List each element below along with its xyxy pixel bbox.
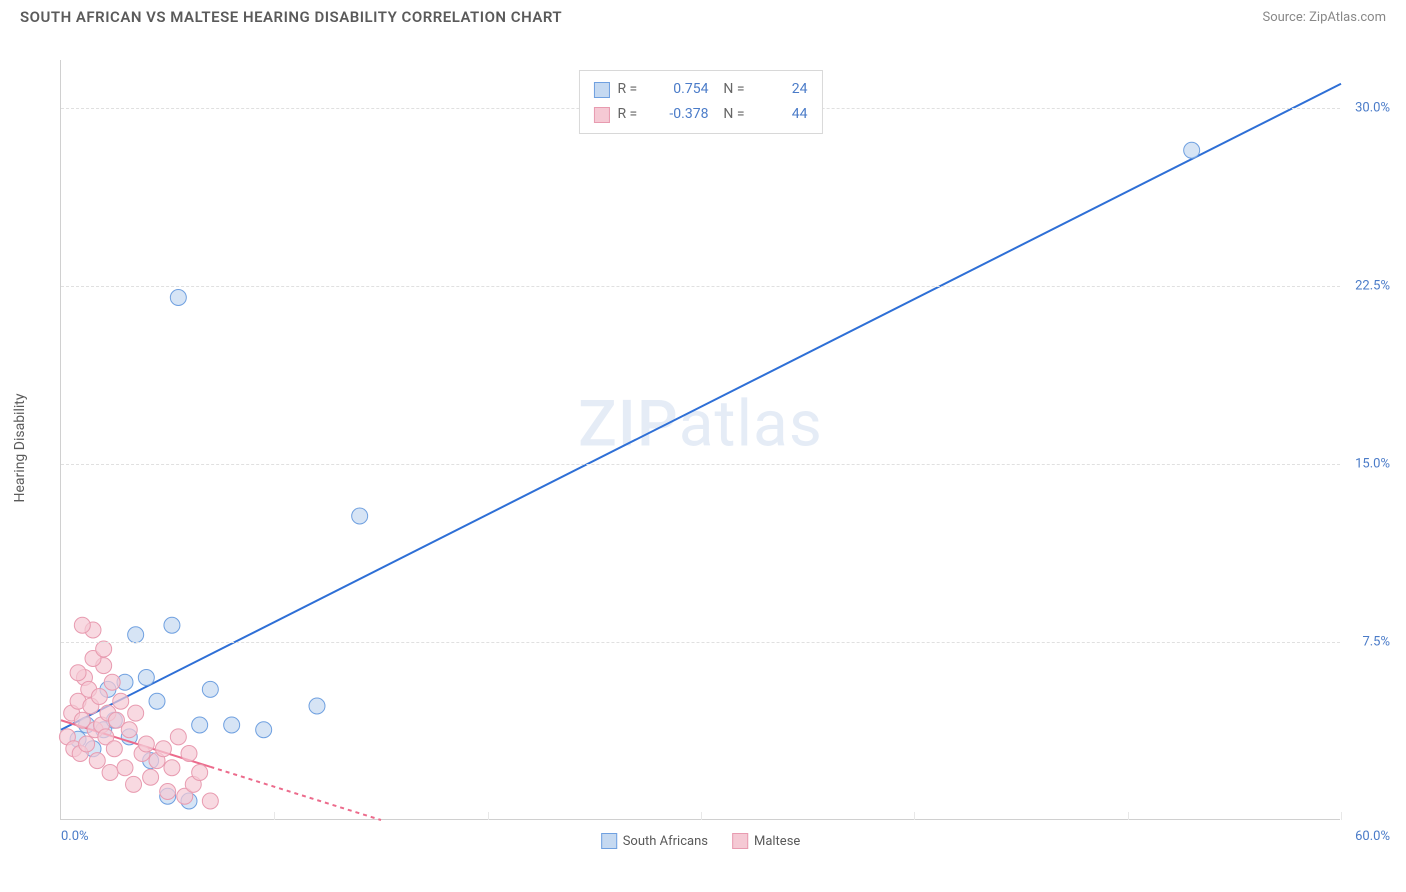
data-point [164, 760, 180, 776]
data-point [1184, 142, 1200, 158]
data-point [89, 753, 105, 769]
data-point [102, 765, 118, 781]
x-tick-max: 60.0% [1355, 829, 1390, 844]
swatch-icon [593, 82, 609, 98]
data-point [224, 717, 240, 733]
gridline-v [1341, 812, 1342, 820]
data-point [160, 784, 176, 800]
swatch-icon [593, 107, 609, 123]
r-value: 0.754 [653, 77, 708, 102]
data-point [121, 722, 137, 738]
data-point [309, 698, 325, 714]
data-point [138, 670, 154, 686]
data-point [70, 665, 86, 681]
legend-item-south-africans: South Africans [601, 833, 708, 849]
chart-area: Hearing Disability ZIPatlas R = 0.754 N … [50, 50, 1386, 845]
data-point [126, 776, 142, 792]
y-tick-label: 30.0% [1355, 100, 1390, 115]
r-value: -0.378 [653, 102, 708, 127]
data-point [256, 722, 272, 738]
data-point [117, 760, 133, 776]
gridline-h [61, 286, 1340, 287]
data-point [155, 741, 171, 757]
legend-row-maltese: R = -0.378 N = 44 [593, 102, 807, 127]
plot-region: ZIPatlas R = 0.754 N = 24 R = -0.378 N =… [60, 60, 1340, 820]
data-point [128, 705, 144, 721]
gridline-v [1128, 812, 1129, 820]
data-point [91, 689, 107, 705]
swatch-icon [601, 833, 617, 849]
data-point [352, 508, 368, 524]
trend-line [61, 84, 1341, 730]
data-point [128, 627, 144, 643]
x-tick-min: 0.0% [61, 829, 89, 844]
gridline-h [61, 642, 1340, 643]
chart-header: SOUTH AFRICAN VS MALTESE HEARING DISABIL… [0, 0, 1406, 30]
y-axis-label: Hearing Disability [12, 393, 28, 502]
data-point [74, 617, 90, 633]
data-point [164, 617, 180, 633]
data-point [181, 746, 197, 762]
trend-line [210, 767, 381, 820]
chart-title: SOUTH AFRICAN VS MALTESE HEARING DISABIL… [20, 8, 562, 26]
series-legend: South Africans Maltese [601, 833, 801, 849]
n-value: 24 [753, 77, 808, 102]
y-tick-label: 22.5% [1355, 278, 1390, 293]
data-point [113, 693, 129, 709]
data-point [149, 693, 165, 709]
data-point [202, 681, 218, 697]
data-point [170, 290, 186, 306]
data-point [138, 736, 154, 752]
data-point [96, 641, 112, 657]
data-point [79, 736, 95, 752]
legend-item-maltese: Maltese [732, 833, 800, 849]
gridline-v [701, 812, 702, 820]
data-point [104, 674, 120, 690]
data-point [192, 765, 208, 781]
data-point [202, 793, 218, 809]
source-attribution: Source: ZipAtlas.com [1262, 10, 1386, 25]
correlation-legend: R = 0.754 N = 24 R = -0.378 N = 44 [578, 70, 822, 134]
legend-label: South Africans [623, 834, 708, 849]
gridline-h [61, 464, 1340, 465]
data-point [192, 717, 208, 733]
gridline-v [914, 812, 915, 820]
n-value: 44 [753, 102, 808, 127]
data-point [106, 741, 122, 757]
legend-row-south-africans: R = 0.754 N = 24 [593, 77, 807, 102]
data-point [170, 729, 186, 745]
plot-svg [61, 60, 1340, 819]
swatch-icon [732, 833, 748, 849]
y-tick-label: 15.0% [1355, 456, 1390, 471]
gridline-v [274, 812, 275, 820]
gridline-v [488, 812, 489, 820]
legend-label: Maltese [754, 834, 800, 849]
data-point [143, 769, 159, 785]
y-tick-label: 7.5% [1362, 634, 1390, 649]
